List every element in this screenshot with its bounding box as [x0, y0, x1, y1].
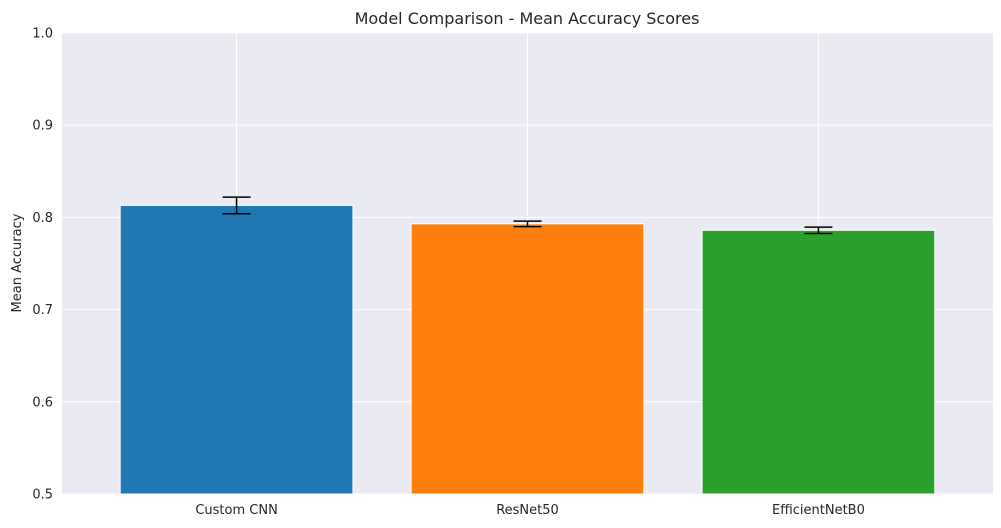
bar-custom-cnn [119, 204, 354, 495]
y-axis-label: Mean Accuracy [10, 213, 25, 312]
chart-title: Model Comparison - Mean Accuracy Scores [355, 9, 700, 28]
bars [119, 204, 936, 495]
y-tick-label: 1.0 [32, 27, 53, 42]
x-tick-label: Custom CNN [195, 503, 277, 518]
y-tick-labels: 0.5 0.6 0.7 0.8 0.9 1.0 [32, 27, 53, 503]
y-tick-label: 0.6 [32, 395, 53, 410]
y-tick-label: 0.9 [32, 119, 53, 134]
x-tick-label: ResNet50 [496, 503, 559, 518]
x-tick-label: EfficientNetB0 [772, 503, 865, 518]
bar-efficientnetb0 [701, 229, 936, 495]
y-tick-label: 0.5 [32, 488, 53, 503]
error-bars [222, 196, 833, 235]
y-tick-label: 0.7 [32, 303, 53, 318]
x-tick-labels: Custom CNN ResNet50 EfficientNetB0 [195, 503, 865, 518]
y-tick-label: 0.8 [32, 211, 53, 226]
bar-resnet50 [410, 223, 645, 495]
